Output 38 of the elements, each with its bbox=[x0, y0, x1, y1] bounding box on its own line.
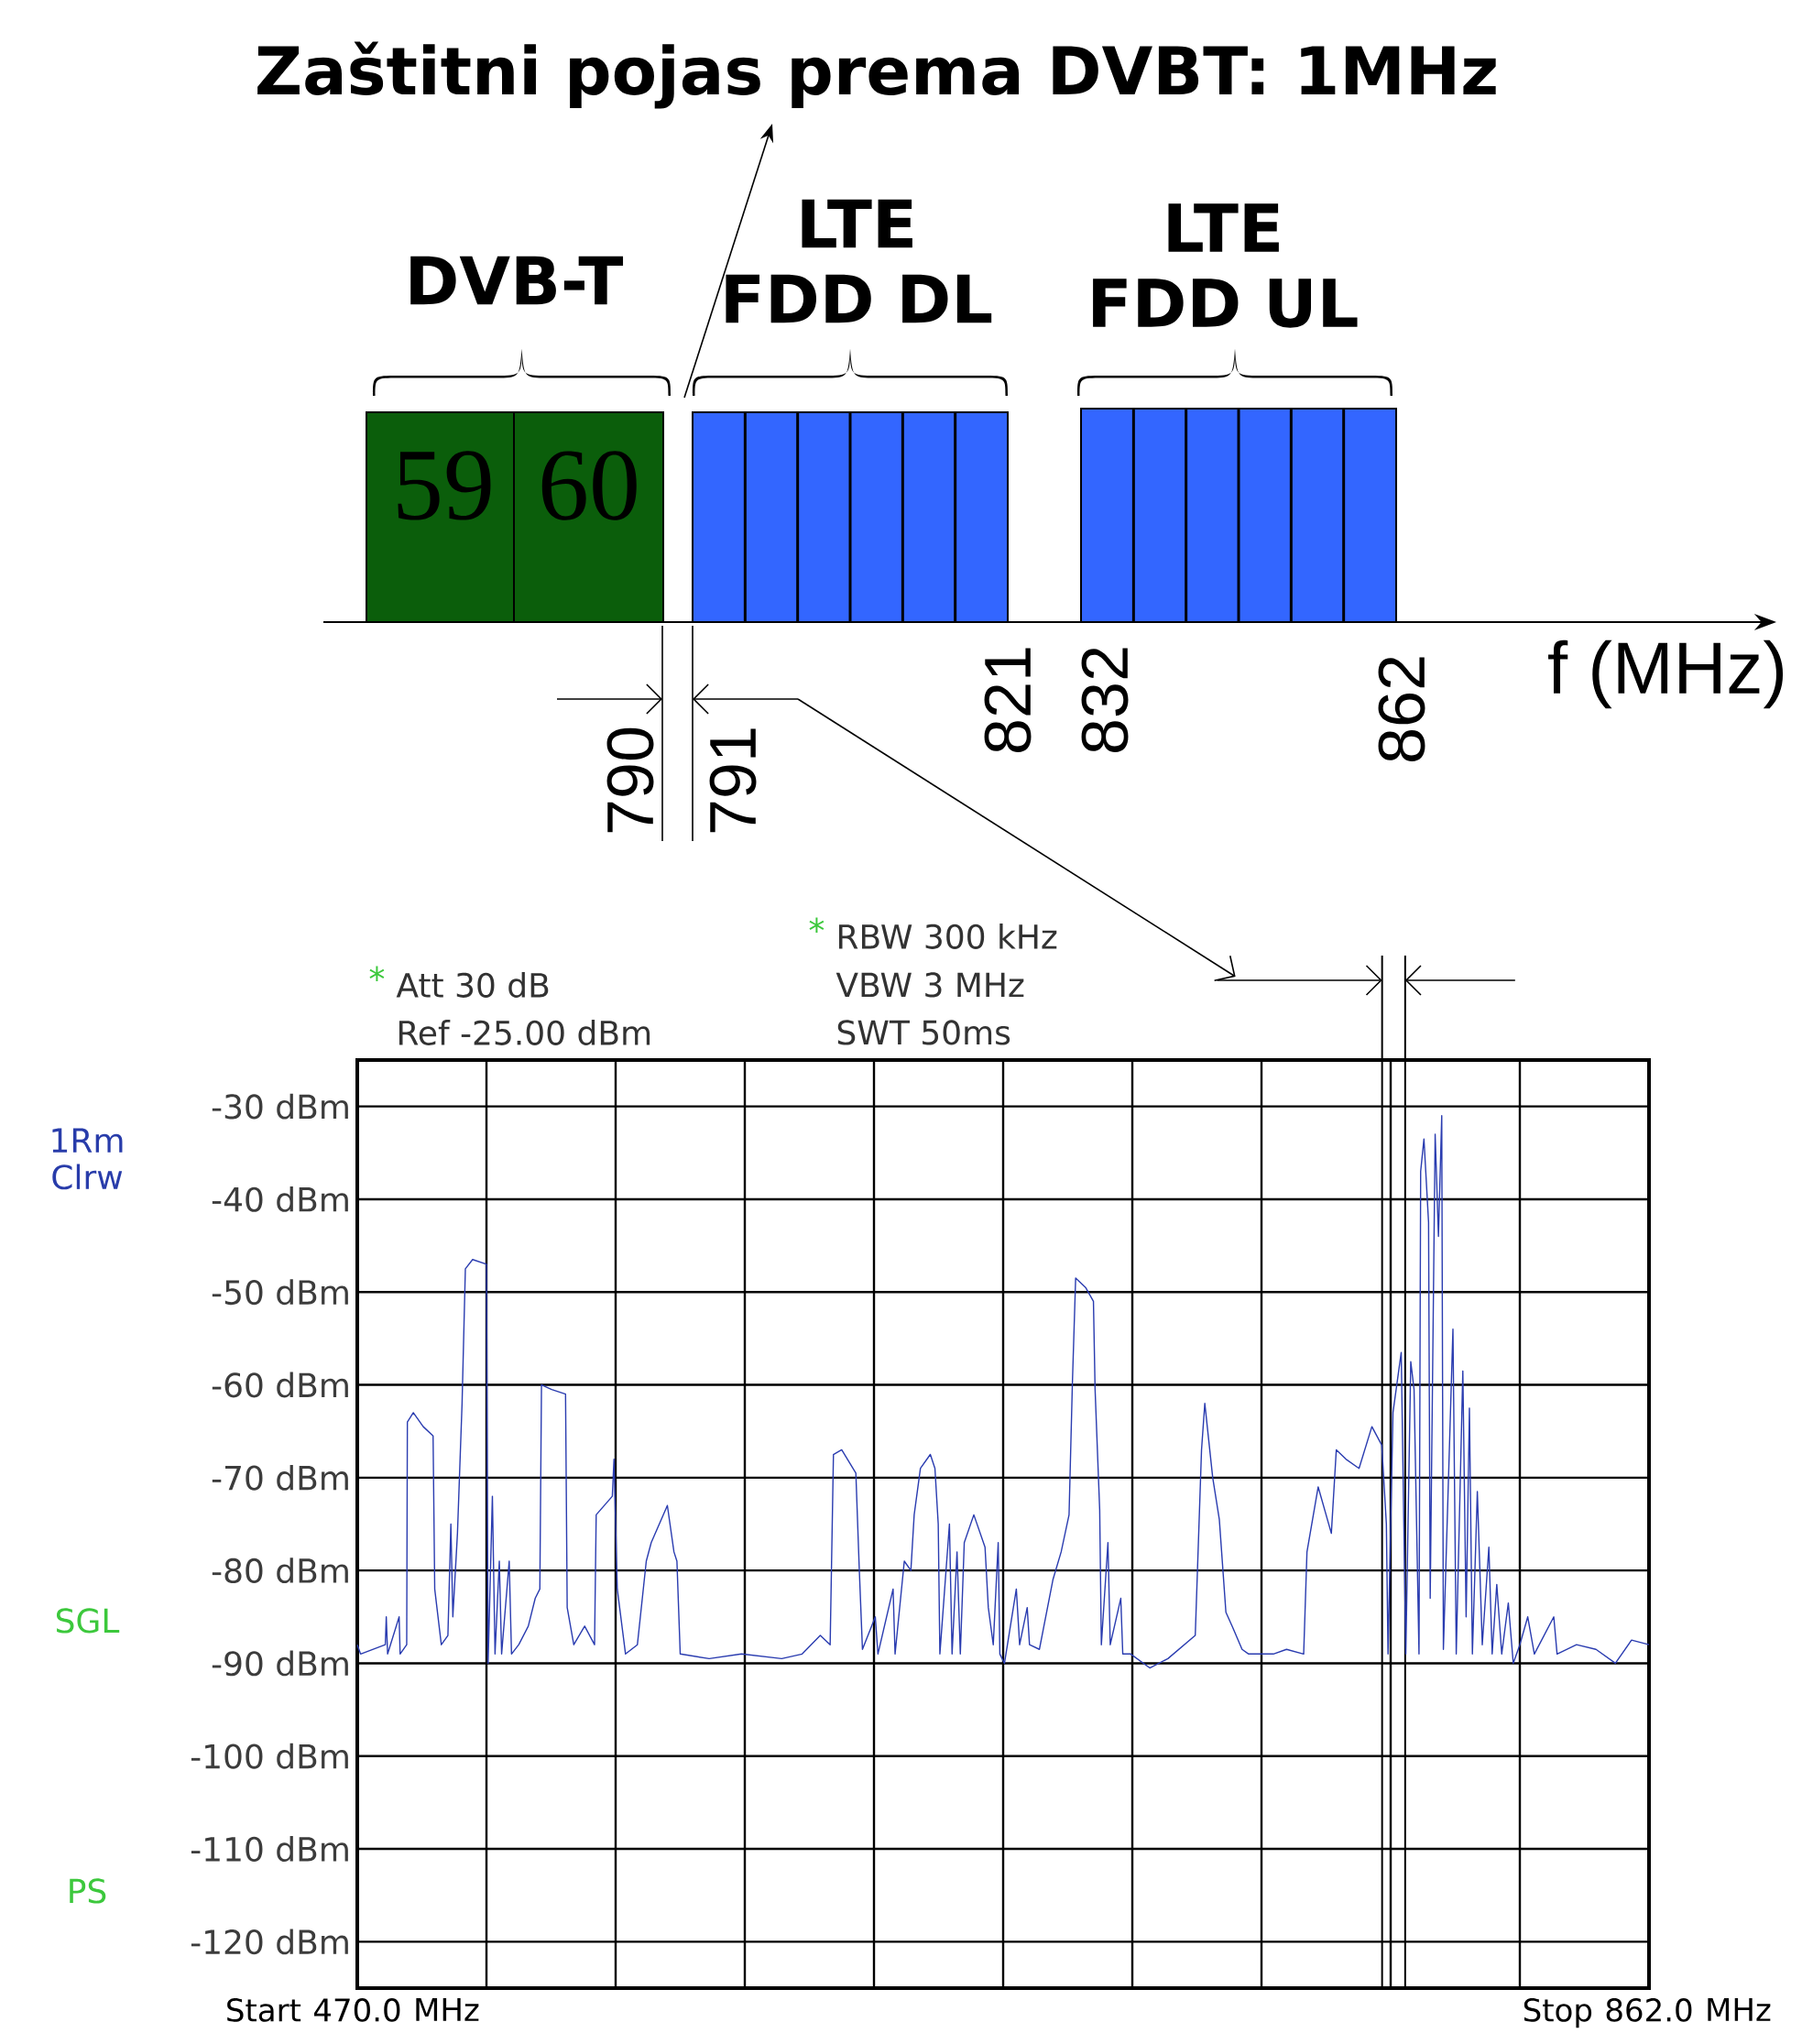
y-tick-label: -50 dBm bbox=[212, 1279, 348, 1306]
text: * bbox=[369, 966, 385, 982]
y-tick-label: -70 dBm bbox=[212, 1464, 348, 1491]
text: LTE FDD UL bbox=[1093, 203, 1358, 328]
x-tick-label: 470.0 bbox=[314, 1998, 400, 2022]
y-tick-label: -90 dBm bbox=[212, 1650, 348, 1677]
text: 60 bbox=[541, 451, 637, 520]
y-tick-label: -30 dBm bbox=[212, 1093, 348, 1120]
text: VBW 3 MHz bbox=[835, 972, 1024, 998]
y-tick-label: -100 dBm bbox=[191, 1743, 348, 1769]
text: 862 bbox=[1378, 657, 1425, 761]
text: 790 bbox=[606, 727, 654, 833]
text: MHz bbox=[1708, 1998, 1771, 2021]
text: Stop bbox=[1524, 1998, 1592, 2028]
text: 791 bbox=[709, 728, 757, 833]
x-tick-label: 862.0 bbox=[1606, 1998, 1692, 2022]
text: RBW 300 kHz bbox=[838, 924, 1057, 949]
text: Start bbox=[227, 1998, 301, 2022]
text: DVB-T bbox=[410, 256, 624, 305]
text: 1Rm Clrw bbox=[52, 1128, 123, 1190]
text: Zaštitni pojas prema DVBT: 1MHz bbox=[257, 41, 1496, 109]
y-tick-label: -110 dBm bbox=[191, 1836, 348, 1862]
text: LTE FDD DL bbox=[726, 199, 992, 323]
y-tick-label: -80 dBm bbox=[212, 1558, 348, 1584]
text: * bbox=[809, 917, 825, 934]
text: PS bbox=[70, 1878, 106, 1904]
text: SGL bbox=[56, 1608, 120, 1634]
y-tick-label: -60 dBm bbox=[212, 1372, 348, 1398]
text: 832 bbox=[1081, 648, 1129, 752]
y-tick-label: -120 dBm bbox=[191, 1929, 348, 1955]
text: Att 30 dB bbox=[396, 972, 549, 998]
text: SWT 50ms bbox=[837, 1020, 1010, 1045]
text: f (MHz) bbox=[1548, 639, 1784, 709]
text: 821 bbox=[984, 648, 1032, 752]
text: MHz bbox=[416, 1998, 479, 2021]
text: Ref -25.00 dBm bbox=[399, 1020, 650, 1045]
y-tick-label: -40 dBm bbox=[212, 1186, 348, 1212]
text: 59 bbox=[398, 451, 491, 520]
